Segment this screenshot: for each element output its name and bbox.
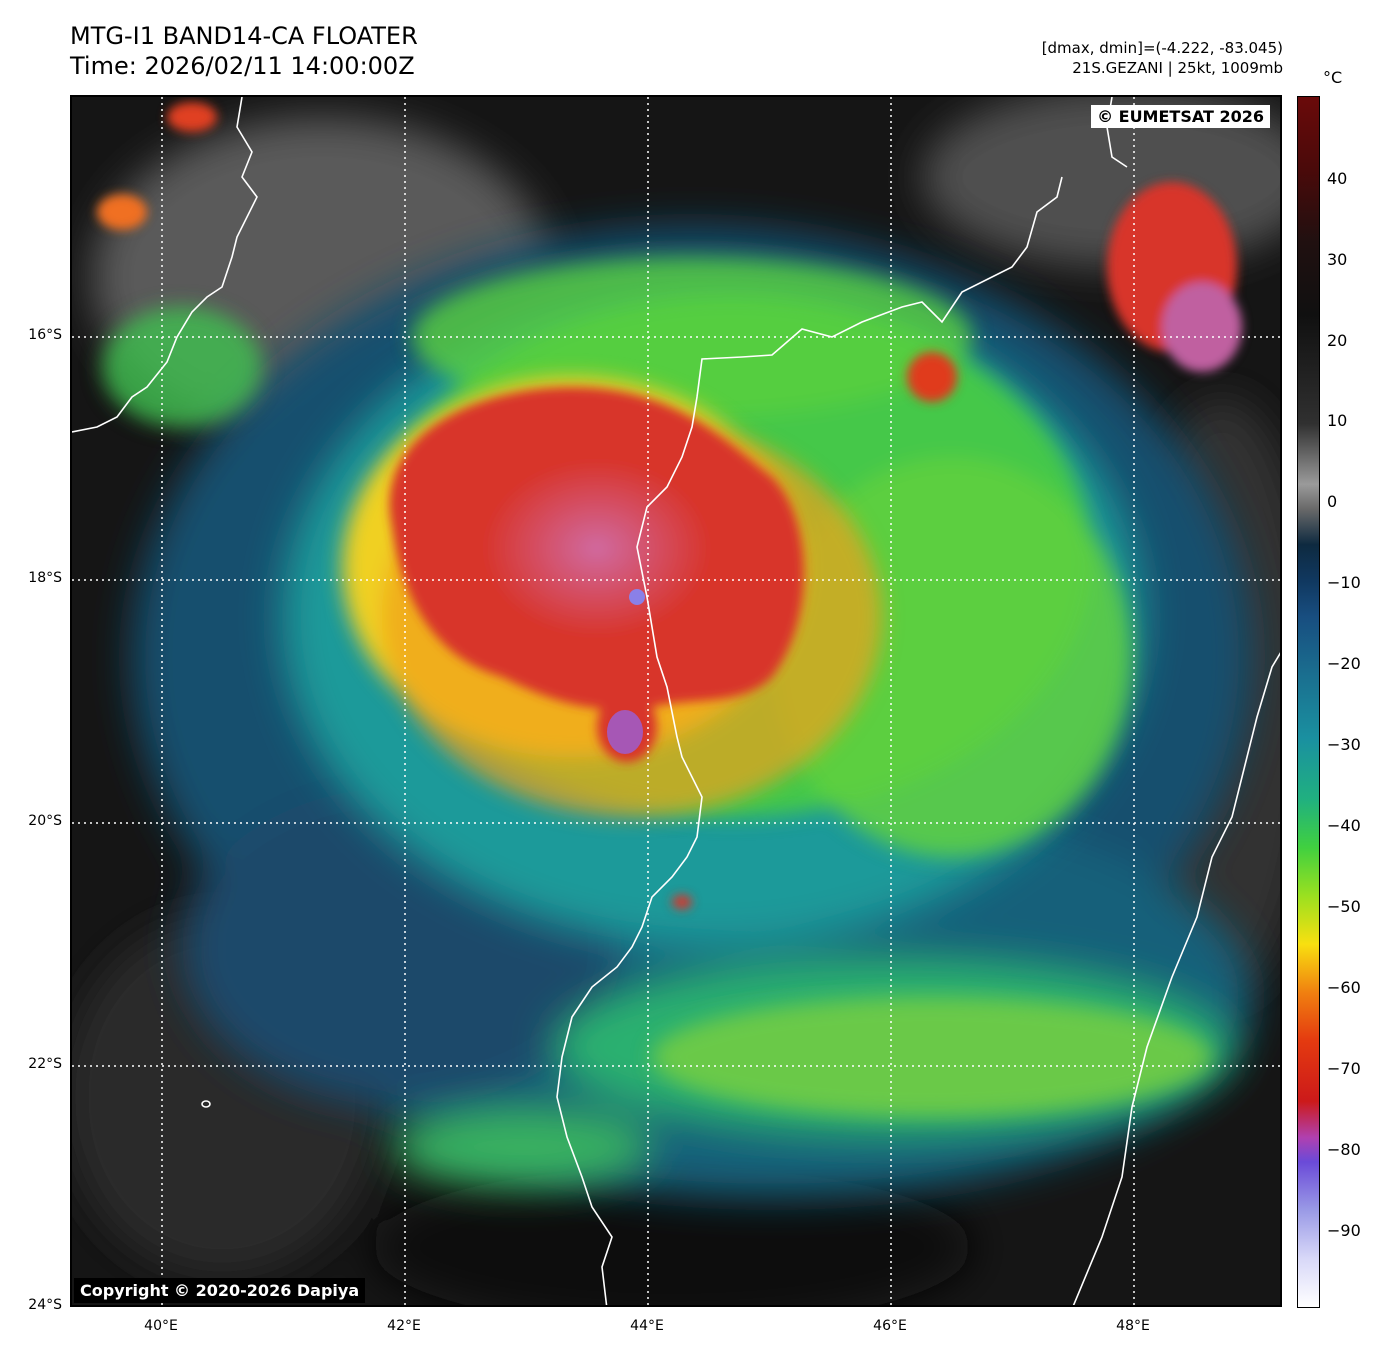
colorbar-tick: −50 — [1327, 897, 1361, 916]
colorbar-tick: 30 — [1327, 250, 1348, 269]
satellite-imagery — [72, 97, 1280, 1305]
lat-label-20s: 20°S — [28, 813, 62, 829]
eumetsat-credit: © EUMETSAT 2026 — [1091, 105, 1270, 128]
colorbar-tick: −90 — [1327, 1221, 1361, 1240]
colorbar-tick: 0 — [1327, 492, 1338, 511]
lon-label-42e: 42°E — [387, 1318, 421, 1334]
dmax-dmin-readout: [dmax, dmin]=(-4.222, -83.045) — [1041, 39, 1283, 57]
storm-info: 21S.GEZANI | 25kt, 1009mb — [1072, 59, 1283, 77]
colorbar-tick: −30 — [1327, 735, 1361, 754]
figure-title: MTG-I1 BAND14-CA FLOATER — [70, 22, 418, 50]
lat-label-18s: 18°S — [28, 570, 62, 586]
colorbar-tick: −20 — [1327, 654, 1361, 673]
lat-label-24s: 24°S — [28, 1297, 62, 1313]
graticule — [72, 97, 1280, 1305]
colorbar-unit: °C — [1323, 68, 1343, 87]
colorbar-tick: 10 — [1327, 411, 1348, 430]
lat-label-16s: 16°S — [28, 327, 62, 343]
figure-time: Time: 2026/02/11 14:00:00Z — [70, 52, 415, 80]
lat-label-22s: 22°S — [28, 1056, 62, 1072]
colorbar-tick: −60 — [1327, 978, 1361, 997]
colorbar-tick: 40 — [1327, 169, 1348, 188]
colorbar-tick: −10 — [1327, 573, 1361, 592]
satellite-map: © EUMETSAT 2026 Copyright © 2020-2026 Da… — [70, 95, 1282, 1307]
lon-label-46e: 46°E — [873, 1318, 907, 1334]
colorbar-tick: 20 — [1327, 331, 1348, 350]
colorbar-tick: −80 — [1327, 1140, 1361, 1159]
colorbar-tick: −70 — [1327, 1059, 1361, 1078]
dapiya-copyright: Copyright © 2020-2026 Dapiya — [74, 1278, 366, 1303]
lon-label-48e: 48°E — [1116, 1318, 1150, 1334]
lon-label-44e: 44°E — [630, 1318, 664, 1334]
lon-label-40e: 40°E — [144, 1318, 178, 1334]
colorbar-tick: −40 — [1327, 816, 1361, 835]
colorbar — [1297, 96, 1320, 1308]
